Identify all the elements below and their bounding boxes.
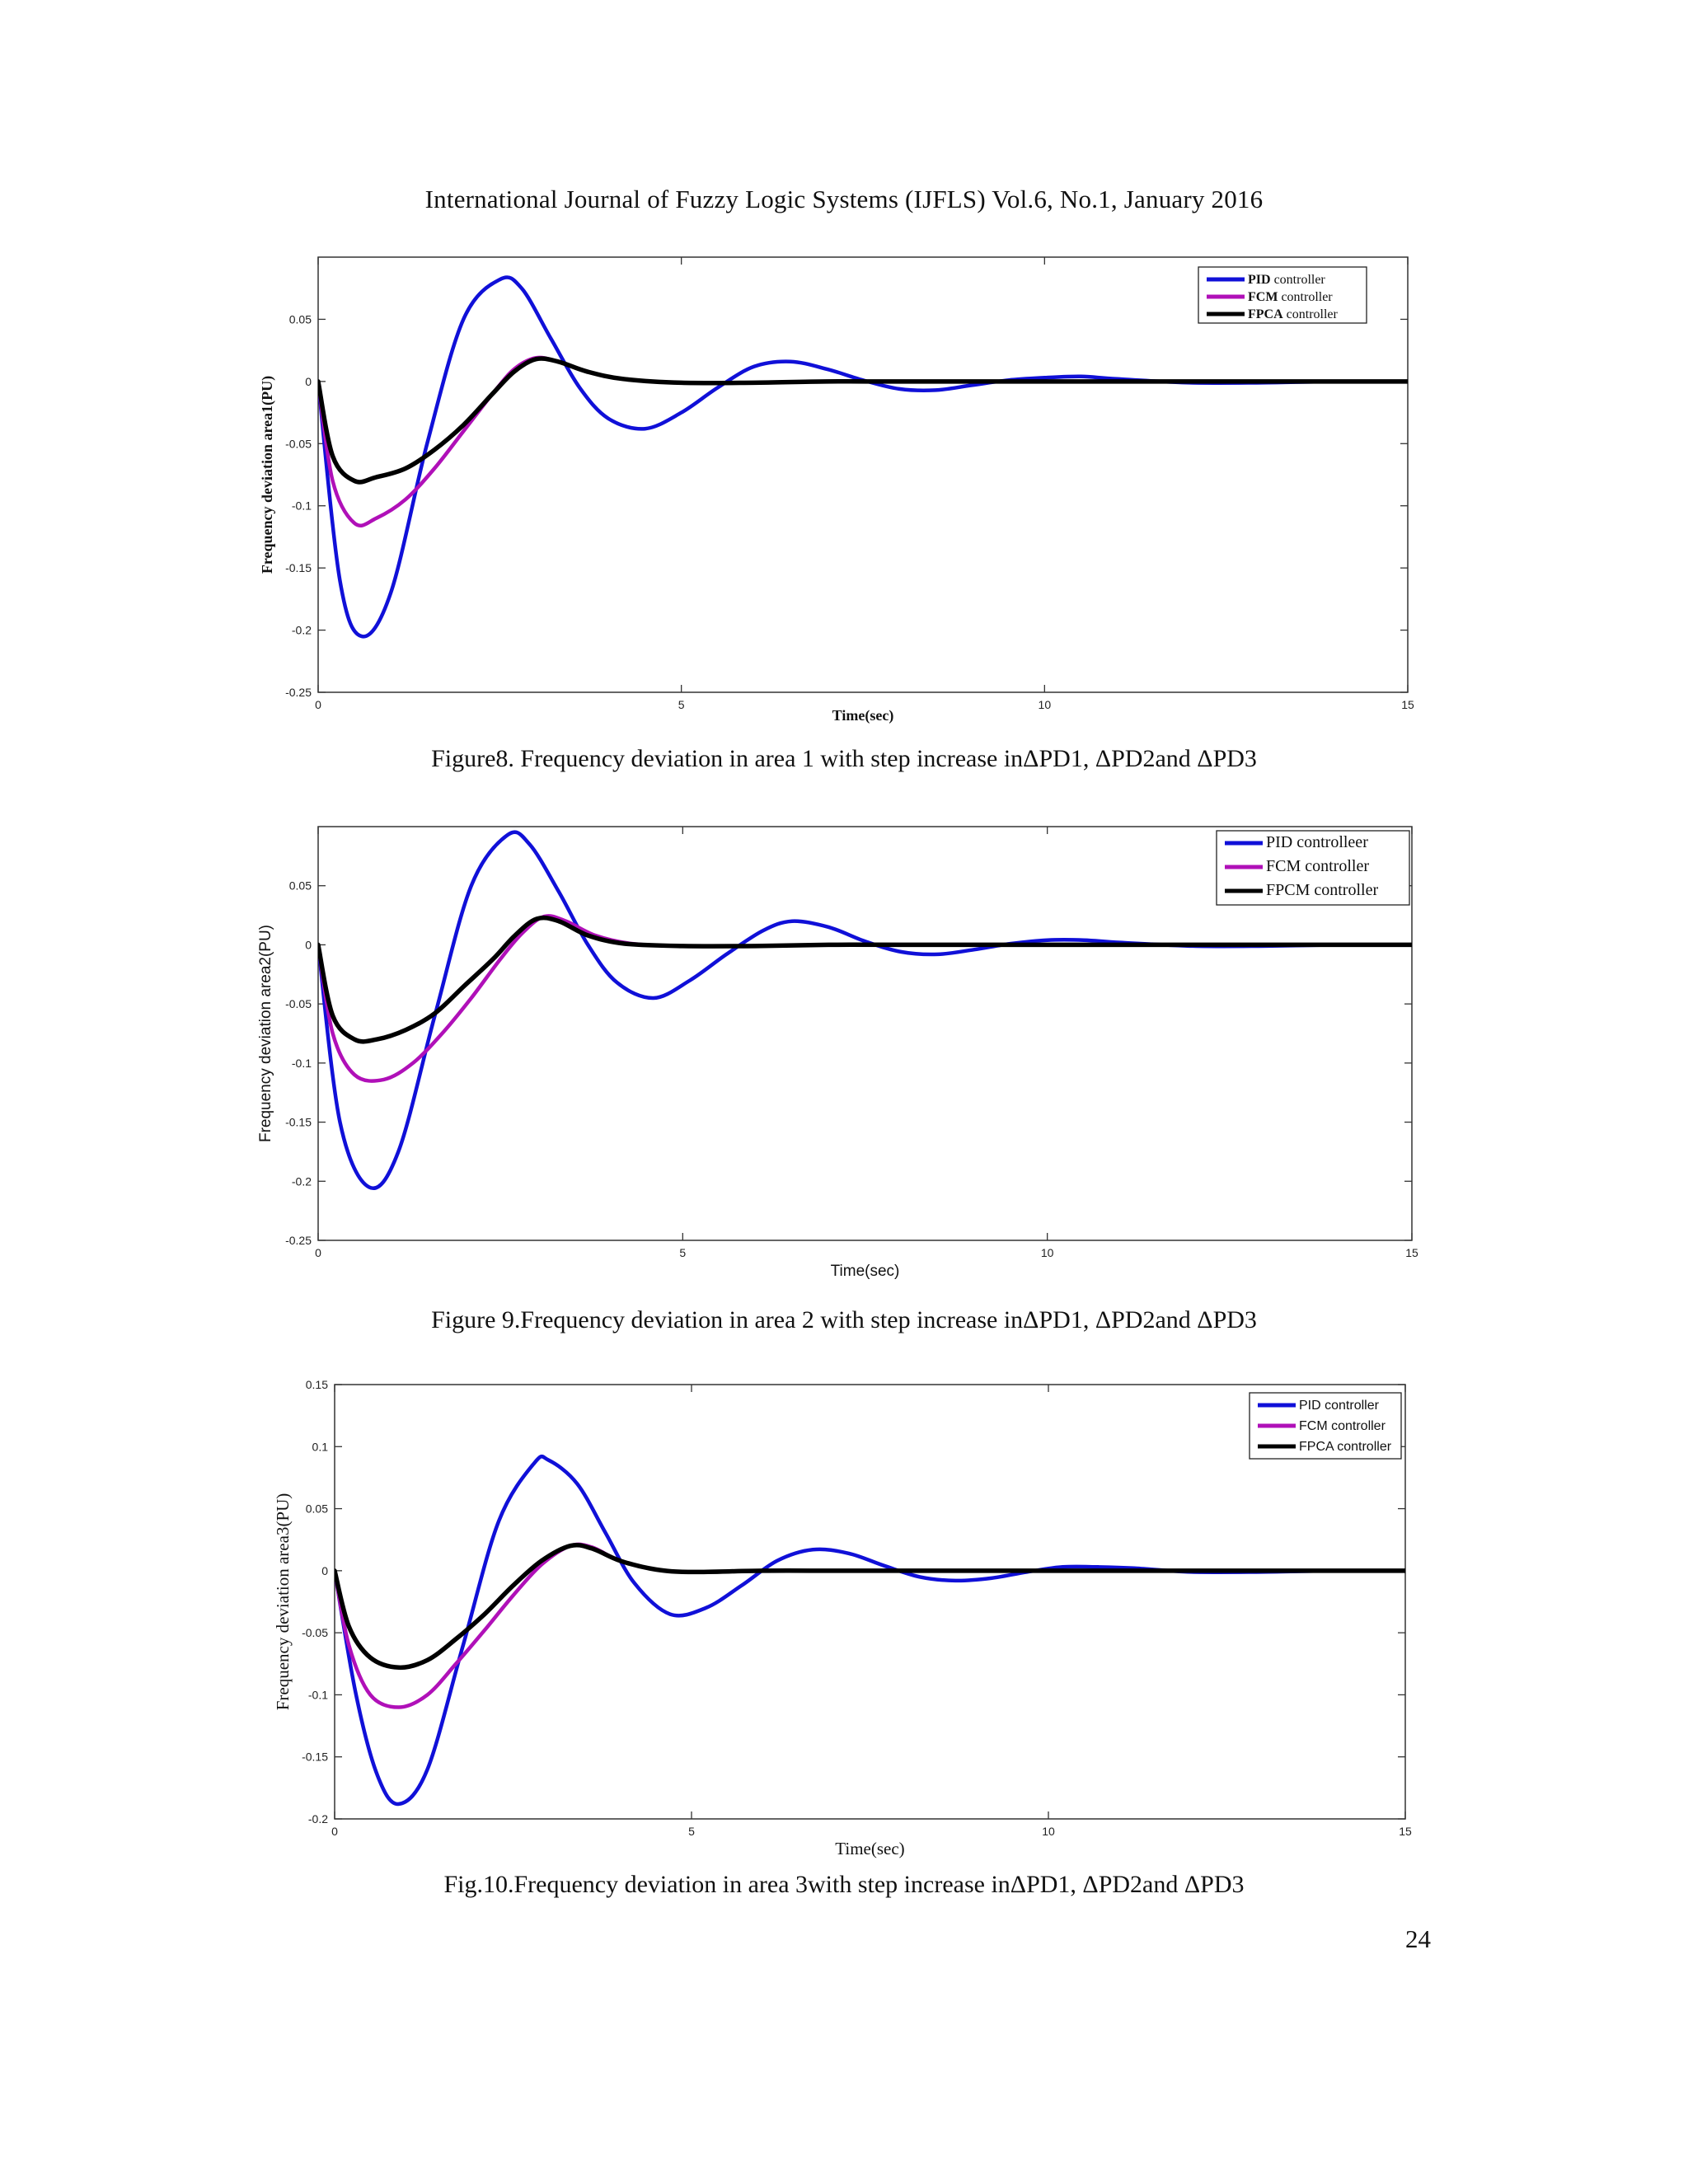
y-tick-label: -0.05 — [285, 437, 312, 450]
series-line-3 — [318, 915, 1412, 1044]
y-tick-label: -0.2 — [308, 1812, 328, 1825]
y-tick-label: 0 — [305, 375, 312, 388]
x-axis-label: Time(sec) — [835, 1839, 904, 1858]
x-tick-label: 10 — [1042, 1825, 1055, 1838]
y-tick-label: -0.2 — [292, 1174, 312, 1188]
x-tick-label: 15 — [1401, 698, 1414, 711]
legend-entry: FPCA controller — [1248, 307, 1339, 321]
figure-9-caption: Figure 9.Frequency deviation in area 2 w… — [431, 1306, 1257, 1333]
y-tick-label: 0.05 — [289, 879, 312, 893]
series-line-3 — [318, 356, 1408, 485]
x-tick-label: 0 — [331, 1825, 338, 1838]
legend-entry: FCM controller — [1266, 857, 1369, 875]
y-tick-label: -0.15 — [302, 1750, 328, 1764]
legend-entry: FCM controller — [1299, 1419, 1386, 1433]
y-tick-label: 0.1 — [312, 1440, 329, 1453]
y-tick-label: -0.25 — [285, 686, 312, 699]
y-axis-label: Frequency deviation area1(PU) — [259, 376, 276, 574]
series-line-1 — [318, 830, 1412, 1190]
series-line-1 — [335, 1454, 1405, 1807]
x-tick-label: 5 — [678, 698, 685, 711]
y-tick-label: -0.1 — [308, 1688, 328, 1701]
plot-area-frame — [334, 1384, 1406, 1820]
y-tick-label: 0.15 — [306, 1378, 328, 1391]
figure-10-caption: Fig.10.Frequency deviation in area 3with… — [443, 1871, 1245, 1898]
x-tick-label: 0 — [315, 1246, 321, 1259]
figure-8-chart: 0 5 10 15 0.05 0 -0.05 -0.1 -0.15 -0.2 -0.25 Time(s… — [259, 256, 1414, 724]
page-number: 24 — [1405, 1924, 1431, 1953]
legend-entry: PID controller — [1299, 1399, 1380, 1413]
legend-entry: PID controlleer — [1266, 833, 1368, 851]
x-tick-label: 0 — [315, 698, 321, 711]
y-tick-label: -0.25 — [285, 1234, 312, 1247]
figure-8-caption: Figure8. Frequency deviation in area 1 w… — [431, 745, 1257, 772]
plot-area-frame — [317, 256, 1409, 693]
legend-entry: FCM controller — [1248, 290, 1333, 304]
x-tick-label: 10 — [1041, 1246, 1054, 1259]
running-header: International Journal of Fuzzy Logic Sys… — [424, 185, 1264, 213]
y-tick-label: -0.05 — [285, 997, 312, 1010]
y-tick-label: -0.15 — [285, 1116, 312, 1129]
legend-entry: FPCM controller — [1266, 881, 1378, 899]
y-tick-label: -0.05 — [302, 1626, 328, 1639]
figure-10-chart: 0 5 10 15 0.15 0.1 0.05 0 -0.05 -0.1 -0.15 -0.2 Time… — [273, 1378, 1412, 1858]
y-tick-label: -0.1 — [292, 1057, 312, 1070]
x-tick-label: 15 — [1399, 1825, 1412, 1838]
x-tick-label: 15 — [1405, 1246, 1418, 1259]
legend-entry: PID controller — [1248, 273, 1325, 287]
y-axis-label: Frequency deviation area2(PU) — [257, 925, 274, 1142]
x-axis-label: Time(sec) — [831, 1263, 900, 1280]
y-tick-label: 0 — [321, 1564, 328, 1577]
y-tick-label: 0.05 — [289, 312, 312, 326]
x-tick-label: 10 — [1039, 698, 1052, 711]
y-tick-label: -0.1 — [292, 499, 312, 513]
x-axis-label: Time(sec) — [832, 707, 894, 724]
y-axis-label: Frequency deviation area3(PU) — [273, 1493, 293, 1711]
y-tick-label: 0 — [305, 938, 312, 951]
figure-9-chart: 0 5 10 15 0.05 0 -0.05 -0.1 -0.15 -0.2 -0.25 Time(s… — [257, 826, 1418, 1280]
legend-entry: FPCA controller — [1299, 1440, 1392, 1454]
x-tick-label: 5 — [688, 1825, 695, 1838]
y-tick-label: -0.2 — [292, 624, 312, 637]
series-line-3 — [335, 1542, 1405, 1671]
x-tick-label: 5 — [679, 1246, 686, 1259]
y-tick-label: -0.15 — [285, 561, 312, 574]
y-tick-label: 0.05 — [306, 1502, 328, 1516]
